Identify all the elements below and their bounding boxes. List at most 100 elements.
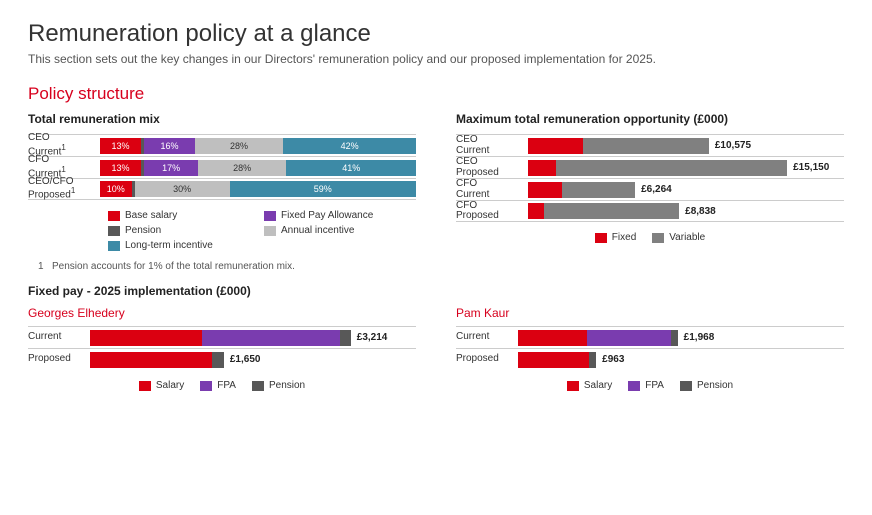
bar-value-label: £963: [602, 354, 624, 365]
bar-segment-fpa: [587, 330, 671, 346]
legend-item: Variable: [652, 232, 705, 243]
bar-label: Current: [456, 332, 518, 343]
section-heading: Policy structure: [28, 84, 844, 104]
bar-track: £10,575: [528, 138, 844, 154]
mix-bar-row: CFOCurrent113%17%28%41%: [28, 156, 416, 178]
max-chart: Maximum total remuneration opportunity (…: [456, 112, 844, 272]
legend-swatch: [264, 226, 276, 236]
fixed-pay-bar-row: Current£3,214: [28, 326, 416, 348]
fixed-pay-person: Pam Kaur Current £1,968 Proposed£963 Salary F…: [456, 306, 844, 391]
fixed-pay-person: Georges Elhedery Current£3,214Proposed£1,…: [28, 306, 416, 391]
legend-label: Fixed Pay Allowance: [281, 210, 373, 221]
legend-swatch: [264, 211, 276, 221]
legend-item: Salary: [567, 380, 612, 391]
bar-track: £963: [518, 352, 844, 368]
bar-segment-variable: [544, 203, 679, 219]
bar-segment-pension: [671, 330, 678, 346]
fixed-pay-legend: Salary FPA Pension: [28, 380, 416, 391]
bar-value-label: £1,650: [230, 354, 261, 365]
legend-item: Fixed: [595, 232, 636, 243]
fixed-pay-bar-row: Proposed£1,650: [28, 348, 416, 370]
legend-label: Pension: [697, 380, 733, 391]
bar-value-label: £8,838: [685, 206, 716, 217]
bar-segment-pension: [589, 352, 596, 368]
mix-chart-footnote: 1Pension accounts for 1% of the total re…: [28, 261, 416, 272]
bar-segment-salary: [90, 352, 212, 368]
bar-label: CEOCurrent: [456, 135, 528, 156]
page-subtitle: This section sets out the key changes in…: [28, 52, 844, 66]
max-chart-legend: Fixed Variable: [456, 232, 844, 243]
bar-segment: 17%: [144, 160, 198, 176]
mix-chart: Total remuneration mix CEOCurrent113%16%…: [28, 112, 416, 272]
mix-bar-row: CEO/CFOProposed110%30%59%: [28, 178, 416, 200]
legend-label: Pension: [269, 380, 305, 391]
legend-swatch: [108, 241, 120, 251]
fixed-pay-bar-row: Current £1,968: [456, 326, 844, 348]
fixed-pay-title: Fixed pay - 2025 implementation (£000): [28, 284, 844, 298]
legend-label: FPA: [645, 380, 664, 391]
max-bar-row: CFOProposed £8,838: [456, 200, 844, 222]
bar-segment-fixed: [528, 203, 544, 219]
person-name: Georges Elhedery: [28, 306, 416, 320]
bar-segment: 59%: [230, 181, 416, 197]
bar-segment-pension: [340, 330, 351, 346]
legend-label: Fixed: [612, 232, 636, 243]
legend-label: Pension: [125, 225, 161, 236]
legend-swatch: [108, 226, 120, 236]
bar-segment-salary: [90, 330, 202, 346]
bar-label: CFOProposed: [456, 201, 528, 222]
fixed-pay-legend: Salary FPA Pension: [456, 380, 844, 391]
bar-track: £3,214: [90, 330, 416, 346]
bar-segment-salary: [518, 352, 589, 368]
legend-label: Long-term incentive: [125, 240, 213, 251]
legend-label: Salary: [584, 380, 612, 391]
legend-swatch: [139, 381, 151, 391]
legend-item: FPA: [200, 380, 236, 391]
legend-swatch: [595, 233, 607, 243]
legend-item: Long-term incentive: [108, 240, 248, 251]
max-bar-row: CEOProposed£15,150: [456, 156, 844, 178]
person-name: Pam Kaur: [456, 306, 844, 320]
legend-label: Annual incentive: [281, 225, 354, 236]
legend-item: Fixed Pay Allowance: [264, 210, 404, 221]
max-chart-title: Maximum total remuneration opportunity (…: [456, 112, 844, 126]
legend-item: FPA: [628, 380, 664, 391]
fixed-pay-bar-row: Proposed£963: [456, 348, 844, 370]
bar-segment: 16%: [144, 138, 195, 154]
legend-label: Base salary: [125, 210, 177, 221]
page-title: Remuneration policy at a glance: [28, 20, 844, 48]
bar-segment-fixed: [528, 160, 556, 176]
bar-track: 13%17%28%41%: [100, 160, 416, 176]
legend-swatch: [680, 381, 692, 391]
bar-value-label: £1,968: [684, 332, 715, 343]
bar-track: £8,838: [528, 203, 844, 219]
bar-segment: 30%: [135, 181, 230, 197]
legend-label: Variable: [669, 232, 705, 243]
mix-chart-legend: Base salary Fixed Pay Allowance Pension Ann…: [28, 210, 416, 251]
bar-segment: 28%: [195, 138, 283, 154]
mix-bar-row: CEOCurrent113%16%28%42%: [28, 134, 416, 156]
bar-track: 13%16%28%42%: [100, 138, 416, 154]
bar-segment-fixed: [528, 138, 583, 154]
charts-row-1: Total remuneration mix CEOCurrent113%16%…: [28, 112, 844, 272]
legend-item: Pension: [108, 225, 248, 236]
legend-swatch: [628, 381, 640, 391]
bar-track: £15,150: [528, 160, 844, 176]
charts-row-2: Georges ElhederyCurrent£3,214Proposed£1,…: [28, 306, 844, 391]
legend-swatch: [108, 211, 120, 221]
bar-segment: 41%: [286, 160, 416, 176]
legend-swatch: [652, 233, 664, 243]
bar-label: CFOCurrent: [456, 179, 528, 200]
bar-track: £6,264: [528, 182, 844, 198]
legend-label: FPA: [217, 380, 236, 391]
bar-track: £1,968: [518, 330, 844, 346]
bar-segment: 10%: [100, 181, 132, 197]
bar-segment-salary: [518, 330, 587, 346]
bar-track: £1,650: [90, 352, 416, 368]
bar-segment-fixed: [528, 182, 562, 198]
bar-value-label: £10,575: [715, 140, 751, 151]
max-bar-row: CFOCurrent£6,264: [456, 178, 844, 200]
legend-label: Salary: [156, 380, 184, 391]
bar-label: CEOProposed: [456, 157, 528, 178]
bar-segment: 13%: [100, 138, 141, 154]
